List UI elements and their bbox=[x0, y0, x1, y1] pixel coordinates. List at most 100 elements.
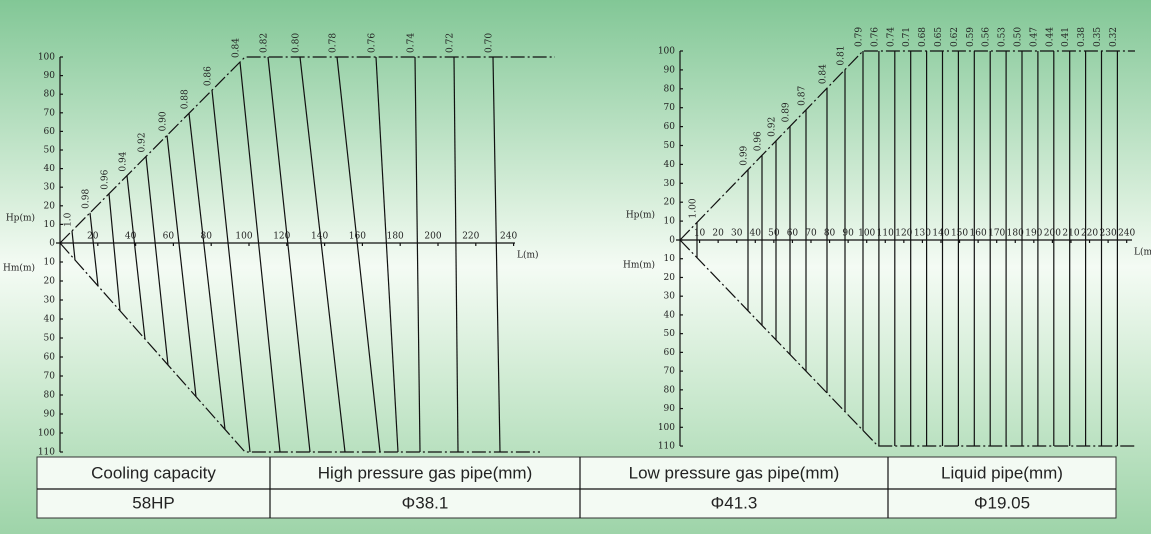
hm-tick-label: 40 bbox=[44, 315, 56, 325]
x-tick-label: 20 bbox=[712, 229, 724, 239]
lower-boundary bbox=[679, 239, 1135, 447]
x-tick-label: 240 bbox=[500, 232, 517, 242]
factor-label: 0.99 bbox=[740, 145, 750, 165]
factor-label: 0.84 bbox=[819, 64, 829, 84]
factor-label: 0.32 bbox=[1109, 27, 1119, 47]
factor-label: 0.82 bbox=[260, 33, 270, 53]
header-cell: Cooling capacity bbox=[91, 463, 216, 482]
factor-label: 0.81 bbox=[837, 46, 847, 66]
factor-label: 0.44 bbox=[1045, 27, 1055, 47]
l-label: L(m) bbox=[517, 250, 539, 261]
x-tick-label: 60 bbox=[787, 229, 799, 239]
hp-tick-label: 100 bbox=[38, 53, 55, 63]
factor-label: 0.35 bbox=[1093, 27, 1103, 47]
hm-tick-label: 100 bbox=[38, 429, 55, 439]
table: Cooling capacity High pressure gas pipe(m… bbox=[36, 456, 1117, 519]
hm-tick-label: 110 bbox=[658, 442, 675, 452]
factor-label: 0.88 bbox=[181, 89, 191, 109]
factor-line bbox=[145, 156, 169, 366]
hm-tick-label: 10 bbox=[664, 254, 676, 264]
hm-tick-label: 70 bbox=[44, 372, 56, 382]
x-tick-label: 90 bbox=[842, 229, 854, 239]
hp-tick-label: 60 bbox=[664, 122, 676, 132]
factor-label: 0.92 bbox=[138, 132, 148, 152]
factor-line bbox=[336, 56, 381, 453]
x-tick-label: 100 bbox=[858, 229, 875, 239]
factor-label: 0.76 bbox=[368, 33, 378, 53]
factor-line bbox=[108, 193, 121, 311]
factor-label: 0.80 bbox=[292, 33, 302, 53]
table-frame bbox=[36, 456, 1117, 519]
factor-line bbox=[89, 212, 99, 286]
lower-boundary bbox=[59, 242, 540, 453]
factor-label: 0.68 bbox=[918, 27, 928, 47]
factor-label: 0.38 bbox=[1077, 27, 1087, 47]
l-label: L(m) bbox=[1134, 247, 1151, 258]
x-tick-label: 180 bbox=[387, 232, 404, 242]
x-tick-label: 190 bbox=[1025, 229, 1042, 239]
hp-tick-label: 30 bbox=[664, 179, 676, 189]
x-tick-label: 160 bbox=[349, 232, 366, 242]
factor-label: 0.70 bbox=[485, 33, 495, 53]
factor-line bbox=[453, 56, 459, 453]
x-tick-label: 140 bbox=[311, 232, 328, 242]
table-cell: 58HP bbox=[132, 493, 175, 512]
hm-tick-label: 50 bbox=[44, 334, 56, 344]
hm-tick-label: 20 bbox=[664, 273, 676, 283]
factor-label: 0.96 bbox=[754, 131, 764, 151]
factor-line bbox=[126, 175, 146, 340]
x-tick-label: 60 bbox=[163, 232, 175, 242]
hp-label: Hp(m) bbox=[6, 213, 35, 224]
x-tick-label: 200 bbox=[424, 232, 441, 242]
factor-label: 0.41 bbox=[1061, 27, 1071, 47]
hm-tick-label: 10 bbox=[44, 258, 56, 268]
factor-label: 0.47 bbox=[1029, 27, 1039, 47]
hm-tick-label: 30 bbox=[664, 292, 676, 302]
factor-label: 0.53 bbox=[998, 27, 1008, 47]
x-tick-label: 130 bbox=[914, 229, 931, 239]
factor-label: 0.86 bbox=[204, 66, 214, 86]
hp-tick-label: 40 bbox=[44, 164, 56, 174]
factor-label: 0.76 bbox=[870, 27, 880, 47]
factor-label: 0.89 bbox=[782, 102, 792, 122]
factor-label: 0.78 bbox=[329, 33, 339, 53]
x-tick-label: 120 bbox=[895, 229, 912, 239]
hm-tick-label: 50 bbox=[664, 329, 676, 339]
factor-line bbox=[375, 56, 399, 453]
x-tick-label: 170 bbox=[988, 229, 1005, 239]
table-cell: Φ19.05 bbox=[974, 493, 1030, 512]
hm-tick-label: 100 bbox=[658, 423, 675, 433]
x-tick-label: 220 bbox=[462, 232, 479, 242]
factor-line bbox=[71, 230, 76, 261]
hm-tick-label: 40 bbox=[664, 310, 676, 320]
x-tick-label: 50 bbox=[768, 229, 780, 239]
hm-tick-label: 60 bbox=[664, 348, 676, 358]
x-tick-label: 210 bbox=[1062, 229, 1079, 239]
hp-label: Hp(m) bbox=[626, 210, 655, 221]
factor-line bbox=[239, 61, 281, 453]
factor-label: 0.84 bbox=[232, 38, 242, 58]
hp-tick-label: 90 bbox=[664, 65, 676, 75]
hp-tick-label: 30 bbox=[44, 183, 56, 193]
factor-line bbox=[166, 135, 197, 397]
factor-label: 0.96 bbox=[101, 169, 111, 189]
x-tick-label: 140 bbox=[932, 229, 949, 239]
factor-label: 1.00 bbox=[689, 198, 699, 218]
upper-boundary bbox=[679, 50, 1135, 241]
hm-tick-label: 110 bbox=[38, 448, 55, 458]
hm-tick-label: 80 bbox=[44, 391, 56, 401]
hp-tick-label: 50 bbox=[664, 141, 676, 151]
header-cell: Low pressure gas pipe(mm) bbox=[629, 463, 840, 482]
hm-label: Hm(m) bbox=[3, 263, 35, 274]
x-tick-label: 110 bbox=[877, 229, 894, 239]
factor-label: 0.72 bbox=[446, 33, 456, 53]
hp-tick-label: 90 bbox=[44, 71, 56, 81]
hm-tick-label: 60 bbox=[44, 353, 56, 363]
x-tick-label: 120 bbox=[273, 232, 290, 242]
hp-tick-label: 80 bbox=[44, 90, 56, 100]
factor-label: 0.92 bbox=[768, 117, 778, 137]
factor-label: 0.71 bbox=[902, 27, 912, 47]
hm-tick-label: 80 bbox=[664, 385, 676, 395]
x-tick-label: 240 bbox=[1118, 229, 1135, 239]
